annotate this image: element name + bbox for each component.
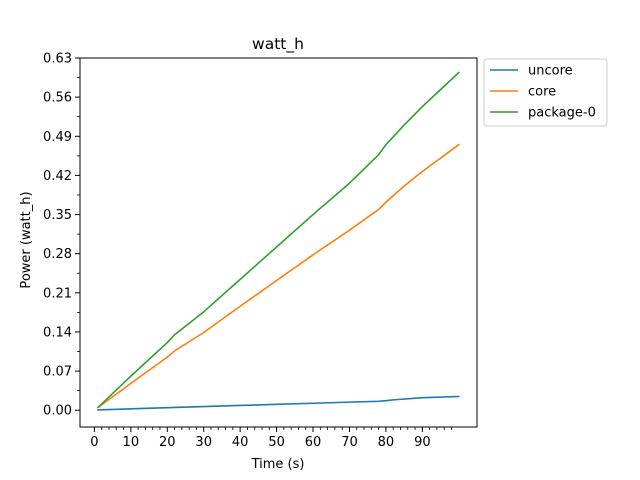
x-axis-ticks: 0 10 20 30 40 50 60 70 80 90 <box>90 427 452 450</box>
plot-frame <box>79 57 478 428</box>
x-tick-label: 50 <box>268 435 285 450</box>
legend-label-core: core <box>528 85 556 100</box>
y-tick-label: 0.28 <box>43 247 72 262</box>
x-tick-label: 70 <box>341 435 358 450</box>
legend-box <box>483 58 608 127</box>
series-lines <box>96 71 460 411</box>
series-line-uncore <box>97 395 460 411</box>
x-tick-label: 80 <box>378 435 395 450</box>
x-tick-label: 0 <box>90 435 98 450</box>
plot-area <box>79 57 478 428</box>
y-tick-label: 0.14 <box>43 325 72 340</box>
x-tick-label: 30 <box>195 435 212 450</box>
y-tick-label: 0.00 <box>43 404 72 419</box>
y-tick-label: 0.42 <box>43 169 72 184</box>
x-tick-label: 40 <box>232 435 249 450</box>
legend-label-uncore: uncore <box>528 64 573 79</box>
y-axis-label: Power (watt_h) <box>19 191 34 288</box>
y-tick-label: 0.35 <box>43 208 72 223</box>
x-axis-label: Time (s) <box>251 457 305 472</box>
x-tick-label: 10 <box>123 435 140 450</box>
y-axis-ticks: 0.00 0.07 0.14 0.21 0.28 0.35 0.42 0.49 0.56 0.63 <box>43 52 80 419</box>
y-tick-label: 0.07 <box>43 365 72 380</box>
x-tick-label: 20 <box>159 435 176 450</box>
series-line-package-0 <box>96 71 460 409</box>
y-tick-label: 0.49 <box>43 130 72 145</box>
x-tick-label: 90 <box>414 435 431 450</box>
x-tick-label: 60 <box>305 435 322 450</box>
y-tick-label: 0.63 <box>43 52 72 67</box>
y-tick-label: 0.21 <box>43 286 72 301</box>
legend: uncore core package-0 <box>483 58 608 127</box>
y-tick-label: 0.56 <box>43 91 72 106</box>
chart-title: watt_h <box>252 35 304 54</box>
legend-label-package-0: package-0 <box>528 106 596 121</box>
series-line-core <box>96 143 460 409</box>
